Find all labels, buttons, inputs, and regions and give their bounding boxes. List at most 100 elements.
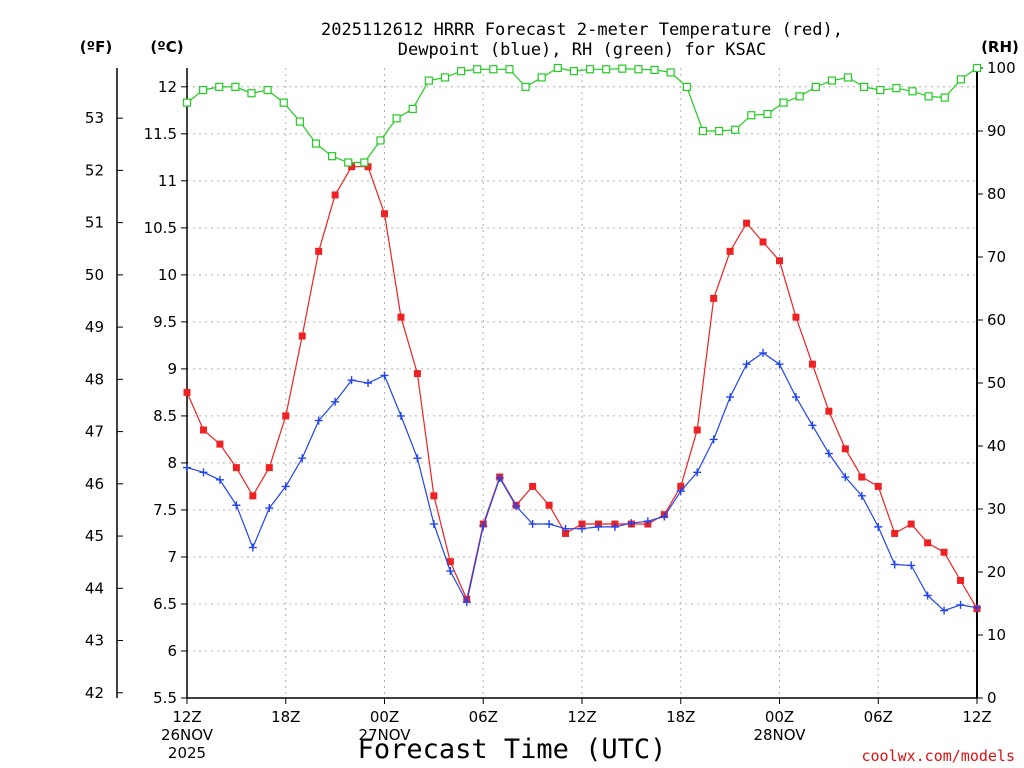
celsius-tick-label: 7 bbox=[167, 548, 177, 566]
dewpoint-point bbox=[709, 435, 718, 444]
temperature-point bbox=[348, 163, 356, 171]
rh-unit-label: (RH) bbox=[981, 38, 1019, 56]
fahrenheit-tick-label: 50 bbox=[85, 266, 104, 284]
series-dewpoint bbox=[183, 348, 981, 615]
temperature-point bbox=[232, 464, 240, 472]
rh-point bbox=[843, 73, 853, 82]
rh-point bbox=[585, 65, 595, 74]
rh-point bbox=[279, 98, 288, 107]
temperature-point bbox=[907, 520, 915, 528]
celsius-tick-label: 11.5 bbox=[144, 125, 177, 143]
rh-point bbox=[440, 73, 450, 82]
rh-tick-label: 80 bbox=[987, 185, 1006, 203]
rh-point bbox=[731, 125, 740, 134]
dewpoint-point bbox=[857, 491, 866, 500]
rh-point bbox=[569, 67, 579, 76]
rh-point bbox=[618, 64, 627, 73]
dewpoint-point bbox=[726, 393, 735, 402]
temperature-point bbox=[529, 482, 537, 490]
celsius-tick-label: 6 bbox=[167, 642, 177, 660]
temperature-point bbox=[858, 473, 866, 481]
rh-point bbox=[456, 67, 466, 76]
rh-point bbox=[698, 126, 708, 136]
celsius-tick-label: 11 bbox=[158, 172, 177, 190]
dewpoint-point bbox=[907, 561, 916, 570]
dewpoint-point bbox=[610, 522, 619, 531]
fahrenheit-tick-label: 43 bbox=[85, 632, 104, 650]
fahrenheit-tick-label: 52 bbox=[85, 161, 104, 179]
rh-point bbox=[344, 158, 353, 167]
x-tick-label: 18Z bbox=[666, 708, 695, 726]
rh-point bbox=[811, 82, 820, 92]
fahrenheit-tick-label: 45 bbox=[85, 527, 104, 545]
temperature-point bbox=[841, 445, 849, 453]
temperature-point bbox=[825, 407, 833, 415]
rh-tick-label: 0 bbox=[987, 689, 997, 707]
temperature-point bbox=[677, 482, 685, 490]
dewpoint-point bbox=[462, 598, 471, 607]
celsius-tick-label: 12 bbox=[158, 78, 177, 96]
dewpoint-point bbox=[940, 606, 949, 615]
rh-point bbox=[924, 92, 933, 101]
dewpoint-point bbox=[314, 416, 323, 425]
x-tick-label: 12Z bbox=[962, 708, 991, 726]
temperature-point bbox=[792, 313, 800, 321]
rh-point bbox=[795, 92, 804, 101]
celsius-tick-label: 6.5 bbox=[153, 595, 177, 613]
rh-point bbox=[634, 65, 643, 74]
rh-point bbox=[908, 87, 917, 96]
x-tick-label: 00Z bbox=[370, 708, 399, 726]
rh-point bbox=[827, 76, 836, 85]
rh-point bbox=[295, 117, 304, 126]
temperature-point bbox=[693, 426, 701, 434]
rh-point bbox=[747, 111, 756, 120]
fahrenheit-tick-label: 42 bbox=[85, 684, 104, 702]
temperature-point bbox=[562, 529, 570, 537]
rh-point bbox=[602, 65, 611, 74]
rh-point bbox=[376, 136, 385, 145]
celsius-tick-label: 9.5 bbox=[153, 313, 177, 331]
temperature-point bbox=[397, 313, 405, 321]
temperature-point bbox=[578, 520, 586, 528]
dewpoint-point bbox=[248, 543, 257, 552]
dewpoint-point bbox=[331, 397, 340, 406]
dewpoint-point bbox=[643, 517, 652, 526]
dewpoint-point bbox=[396, 411, 405, 420]
x-tick-label: 12Z bbox=[172, 708, 201, 726]
celsius-unit-label: (ºC) bbox=[150, 38, 183, 56]
dewpoint-point bbox=[429, 520, 438, 529]
rh-point bbox=[714, 126, 724, 136]
rh-point bbox=[956, 75, 965, 84]
rh-point bbox=[876, 85, 885, 95]
fahrenheit-tick-label: 53 bbox=[85, 109, 104, 127]
temperature-point bbox=[743, 219, 751, 227]
rh-tick-label: 60 bbox=[987, 311, 1006, 329]
dewpoint-point bbox=[890, 560, 899, 569]
temperature-point bbox=[315, 247, 323, 255]
temperature-point bbox=[924, 539, 932, 547]
dewpoint-point bbox=[676, 487, 685, 496]
temperature-point bbox=[381, 210, 388, 218]
x-tick-label: 06Z bbox=[469, 708, 498, 726]
rh-tick-label: 20 bbox=[987, 563, 1006, 581]
grid-lines bbox=[186, 68, 978, 699]
fahrenheit-unit-label: (ºF) bbox=[80, 38, 112, 56]
series-line bbox=[186, 67, 978, 164]
celsius-tick-label: 10 bbox=[158, 266, 177, 284]
rh-point bbox=[553, 63, 562, 73]
dewpoint-point bbox=[594, 522, 603, 531]
dewpoint-point bbox=[808, 421, 817, 430]
credit-text: coolwx.com/models bbox=[861, 747, 1015, 765]
temperature-point bbox=[216, 440, 224, 448]
rh-point bbox=[424, 76, 433, 85]
dewpoint-point bbox=[215, 475, 224, 484]
rh-tick-label: 90 bbox=[987, 122, 1006, 140]
dewpoint-point bbox=[874, 522, 883, 531]
rh-point bbox=[666, 68, 675, 77]
rh-point bbox=[473, 65, 482, 74]
rh-tick-label: 10 bbox=[987, 626, 1006, 644]
rh-point bbox=[263, 85, 272, 95]
dewpoint-point bbox=[841, 473, 850, 482]
dewpoint-point bbox=[578, 524, 586, 533]
dewpoint-point bbox=[759, 348, 768, 357]
